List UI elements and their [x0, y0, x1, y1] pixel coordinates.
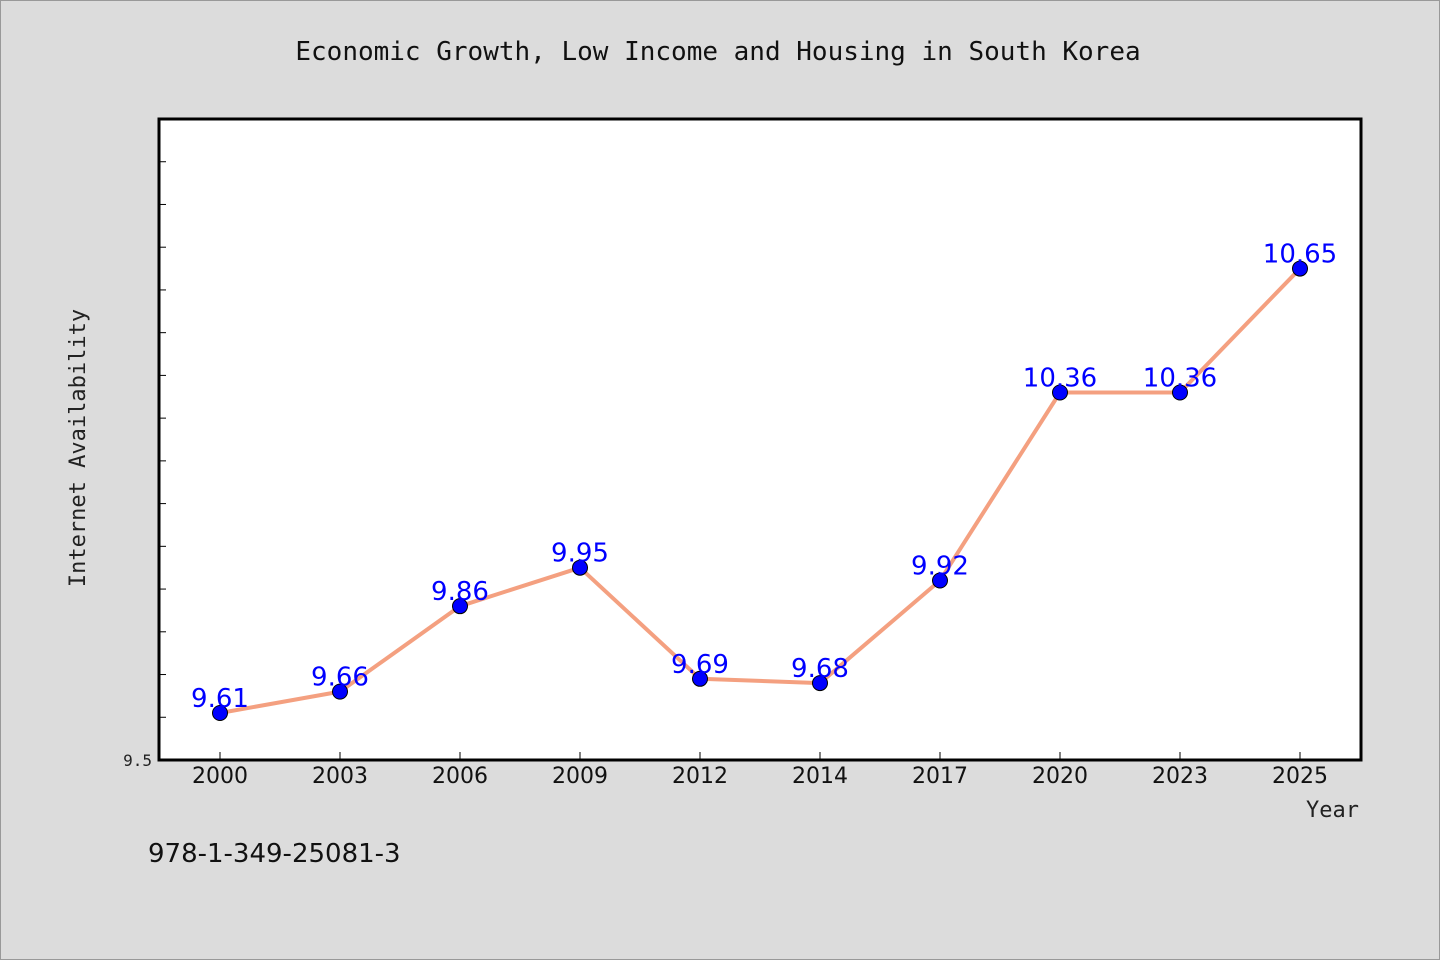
- data-label: 9.92: [911, 552, 969, 582]
- data-point: [1052, 384, 1068, 401]
- data-point: [1172, 384, 1188, 401]
- x-tick-label: 2006: [432, 764, 488, 789]
- series-line: [219, 267, 1302, 715]
- data-label: 10.36: [1023, 363, 1097, 393]
- x-axis-label: Year: [1306, 798, 1359, 823]
- y-axis-label: Internet Availability: [66, 309, 91, 587]
- x-axis-ticks: 2000 2003 2006 2009 2012 2014 2017 2020 2023 2025: [192, 752, 1328, 789]
- data-label: 10.65: [1263, 240, 1337, 270]
- x-tick-label: 2025: [1272, 764, 1328, 789]
- data-label: 9.68: [791, 654, 849, 684]
- x-tick-label: 2000: [192, 764, 248, 789]
- x-tick-label: 2012: [672, 764, 728, 789]
- data-label: 9.69: [671, 650, 729, 680]
- data-label: 9.95: [551, 539, 609, 569]
- x-tick-label: 2023: [1152, 764, 1208, 789]
- isbn-label: 978-1-349-25081-3: [148, 839, 401, 869]
- data-point: [332, 683, 348, 700]
- data-label: 9.66: [311, 663, 369, 693]
- chart-title: Economic Growth, Low Income and Housing …: [295, 37, 1140, 67]
- x-tick-label: 2003: [312, 764, 368, 789]
- plot-area: [157, 117, 1363, 762]
- data-label: 10.36: [1143, 363, 1217, 393]
- series-layer: 9.61 9.66 9.86 9.95 9.69 9.68 9.92 10.36 10.36 10…: [191, 240, 1337, 721]
- data-point: [1292, 260, 1308, 277]
- data-point: [932, 572, 948, 589]
- x-tick-label: 2020: [1032, 764, 1088, 789]
- y-tick-label-min: 9.5: [123, 751, 152, 770]
- data-point: [812, 675, 828, 692]
- x-tick-label: 2014: [792, 764, 848, 789]
- data-point: [692, 670, 708, 687]
- data-label: 9.61: [191, 684, 249, 714]
- x-tick-label: 2017: [912, 764, 968, 789]
- data-point: [452, 598, 468, 615]
- x-tick-label: 2009: [552, 764, 608, 789]
- data-point: [212, 704, 228, 721]
- data-point: [572, 559, 588, 576]
- y-axis-ticks: [159, 161, 166, 718]
- data-label: 9.86: [431, 577, 489, 607]
